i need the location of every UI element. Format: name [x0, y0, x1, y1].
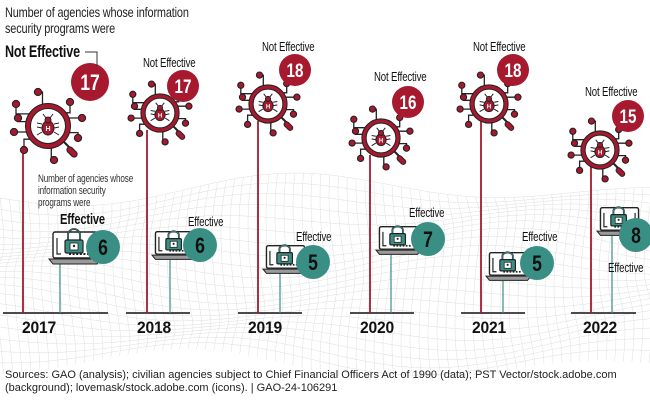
source-note: Sources: GAO (analysis); civilian agenci… [5, 369, 617, 394]
effective-note-line-3: programs were [38, 197, 91, 209]
svg-text:H: H [266, 104, 270, 110]
year-label: 2020 [360, 318, 395, 337]
virus-bug-network-icon: H [348, 105, 414, 171]
not-effective-count: 17 [80, 71, 100, 95]
effective-note-line-1: Number of agencies whose [38, 173, 134, 185]
effective-count: 8 [631, 224, 641, 248]
virus-bug-network-icon: H [9, 87, 87, 165]
not-effective-badge-circle [279, 54, 311, 86]
not-effective-label: Not Effective [585, 84, 638, 99]
not-effective-badge: 15 [612, 100, 644, 132]
not-effective-badge: 17 [167, 70, 199, 102]
svg-text:H: H [487, 104, 491, 110]
virus-bug-network-icon: H [235, 71, 301, 137]
effective-badge-circle [520, 246, 554, 280]
not-effective-count: 18 [287, 59, 304, 81]
year-label: 2022 [583, 318, 618, 337]
header-line-1: Number of agencies whose information [5, 4, 189, 20]
effective-badge: 5 [296, 245, 330, 279]
laptop-padlock-icon [374, 225, 423, 255]
effective-label: Effective [608, 260, 644, 275]
effective-note-emphasis: Effective [60, 211, 105, 228]
year-column-2019: H 18 5 [235, 54, 330, 314]
not-effective-badge: 18 [279, 54, 311, 86]
year-column-2022: H 15 8 [567, 100, 650, 314]
not-effective-label: Not Effective [262, 39, 315, 54]
not-effective-label: Not Effective [473, 39, 526, 54]
effective-label: Effective [409, 205, 445, 220]
virus-bug-network-icon: H [456, 71, 522, 137]
not-effective-badge-circle [612, 100, 644, 132]
not-effective-label: Not Effective [374, 69, 427, 84]
laptop-padlock-icon [261, 244, 310, 274]
year-column-2020: H 16 7 [348, 86, 445, 314]
effective-label: Effective [188, 214, 224, 229]
not-effective-badge: 16 [392, 86, 424, 118]
effective-badge: 6 [86, 230, 120, 264]
laptop-padlock-icon [484, 251, 533, 281]
chart-header: Number of agencies whose information sec… [5, 4, 189, 36]
effective-badge-circle [183, 228, 217, 262]
not-effective-label: Not Effective [143, 55, 196, 70]
header-line-2: security programs were [5, 20, 116, 36]
not-effective-badge: 18 [497, 54, 529, 86]
effective-label: Effective [296, 229, 332, 244]
year-column-2017: H 17 6 [3, 63, 120, 314]
header-not-effective: Not Effective [5, 42, 80, 61]
effective-count: 5 [532, 252, 542, 276]
year-label: 2021 [472, 318, 507, 337]
not-effective-badge-circle [167, 70, 199, 102]
year-label: 2019 [248, 318, 283, 337]
svg-text:H: H [45, 126, 50, 133]
not-effective-count: 15 [620, 105, 637, 127]
effective-count: 5 [308, 251, 318, 275]
effective-badge-circle [411, 222, 445, 256]
effective-note-line-2: information security [38, 185, 106, 197]
effective-count: 6 [195, 234, 205, 258]
svg-text:H: H [379, 138, 383, 144]
not-effective-badge-circle [392, 86, 424, 118]
effective-count: 6 [98, 236, 108, 260]
year-column-2021: H 18 5 [456, 54, 554, 314]
effective-badge: 6 [183, 228, 217, 262]
not-effective-count: 18 [505, 59, 522, 81]
effective-badge-circle [296, 245, 330, 279]
effective-count: 7 [423, 228, 433, 252]
year-label: 2018 [137, 318, 172, 337]
not-effective-badge-circle [497, 54, 529, 86]
header-connector-line [85, 51, 98, 66]
svg-text:H: H [158, 113, 162, 119]
year-column-2018: H 17 6 [126, 70, 217, 314]
effective-note: Number of agencies whose information sec… [38, 173, 133, 209]
effective-badge-circle [619, 218, 650, 252]
effective-badge: 7 [411, 222, 445, 256]
svg-text:H: H [598, 150, 602, 156]
not-effective-badge: 17 [71, 63, 109, 101]
effective-badge: 5 [520, 246, 554, 280]
not-effective-count: 16 [400, 91, 417, 113]
effective-badge-circle [86, 230, 120, 264]
virus-bug-network-icon: H [567, 117, 633, 183]
not-effective-badge-circle [71, 63, 109, 101]
effective-label: Effective [522, 229, 558, 244]
year-label: 2017 [22, 318, 57, 337]
not-effective-count: 17 [175, 75, 192, 97]
effective-badge: 8 [619, 218, 650, 252]
virus-bug-network-icon: H [127, 80, 193, 146]
